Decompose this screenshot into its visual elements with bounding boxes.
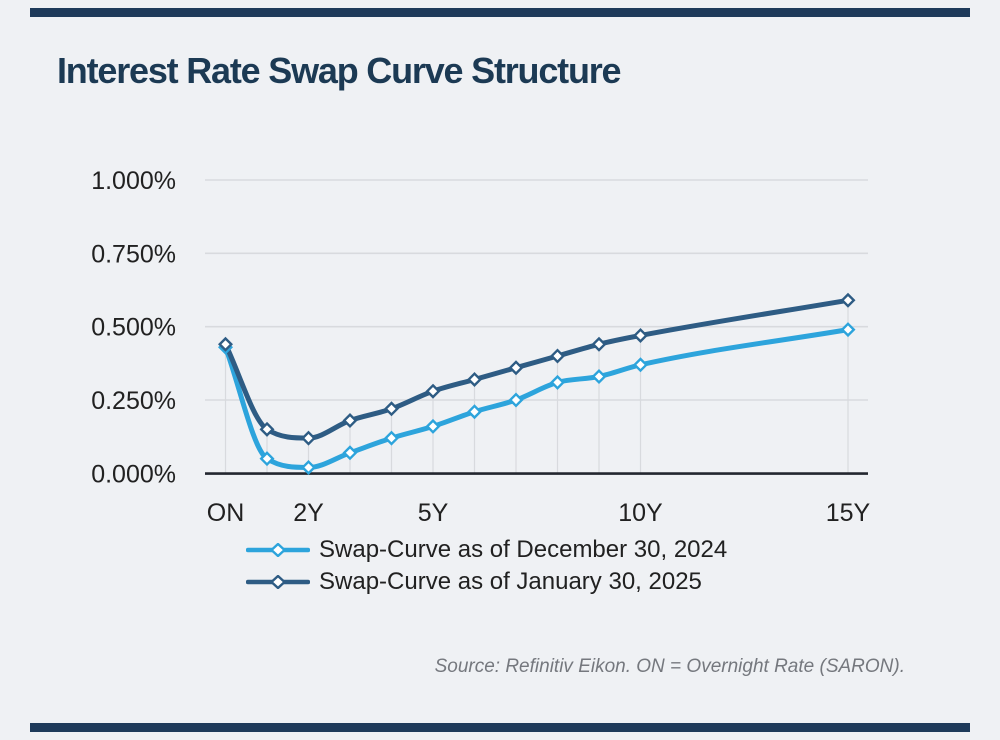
legend: Swap-Curve as of December 30, 2024 Swap-… [246,535,727,597]
y-axis-tick-label: 1.000% [91,167,176,195]
data-point-marker [467,371,482,387]
x-axis-tick-labels: ON 2Y 5Y 10Y 15Y [207,499,871,527]
y-axis-tick-labels: 1.000% 0.750% 0.500% 0.250% 0.000% [91,167,176,488]
data-point-marker [508,392,524,408]
legend-label-jan-30-2025: Swap-Curve as of January 30, 2025 [319,568,702,595]
x-axis-tick-label: ON [207,499,245,527]
legend-item-dec-30-2024: Swap-Curve as of December 30, 2024 [246,535,727,565]
data-point-marker [425,383,441,399]
data-point-marker [633,327,648,343]
data-point-marker [384,430,399,446]
data-point-marker [591,369,607,385]
series-curve-jan-30-2025 [223,297,851,441]
horizontal-gridlines [205,179,868,401]
legend-item-jan-30-2025: Swap-Curve as of January 30, 2025 [246,567,727,597]
y-axis-tick-label: 0.000% [91,460,176,488]
legend-swatch-jan-30-2025-icon [246,575,310,589]
data-point-marker [550,374,565,390]
data-point-marker [342,445,358,461]
legend-diamond-marker [269,575,287,589]
legend-swatch-dec-30-2024-icon [246,543,310,557]
x-axis-tick-label: 10Y [618,499,663,527]
markers-jan-30-2025 [218,292,856,446]
data-point-marker [550,348,565,364]
top-border-rule [30,8,970,17]
data-point-marker [633,357,648,373]
data-point-marker [259,451,275,467]
data-point-marker [508,360,524,376]
series-curve-dec-30-2024 [223,327,851,470]
data-point-marker [425,418,441,434]
data-point-marker [467,404,482,420]
x-axis-tick-label: 5Y [418,499,449,527]
data-point-marker [840,322,856,338]
data-point-marker [342,413,358,429]
data-point-marker [218,336,233,352]
y-axis-tick-label: 0.250% [91,387,176,415]
data-point-marker [384,401,399,417]
data-point-marker [840,292,856,308]
x-axis-tick-label: 15Y [826,499,871,527]
data-point-marker [591,336,607,352]
chart-title: Interest Rate Swap Curve Structure [57,50,622,91]
data-point-marker [259,421,275,437]
x-axis-tick-label: 2Y [293,499,324,527]
data-point-marker [301,430,316,446]
data-point-marker [301,459,316,475]
legend-diamond-marker [269,543,287,557]
y-axis-tick-label: 0.750% [91,240,176,268]
legend-label-dec-30-2024: Swap-Curve as of December 30, 2024 [319,536,728,563]
markers-dec-30-2024 [218,322,856,475]
bottom-border-rule [30,723,970,732]
y-axis-tick-label: 0.500% [91,314,176,342]
source-note: Source: Refinitiv Eikon. ON = Overnight … [434,656,905,677]
